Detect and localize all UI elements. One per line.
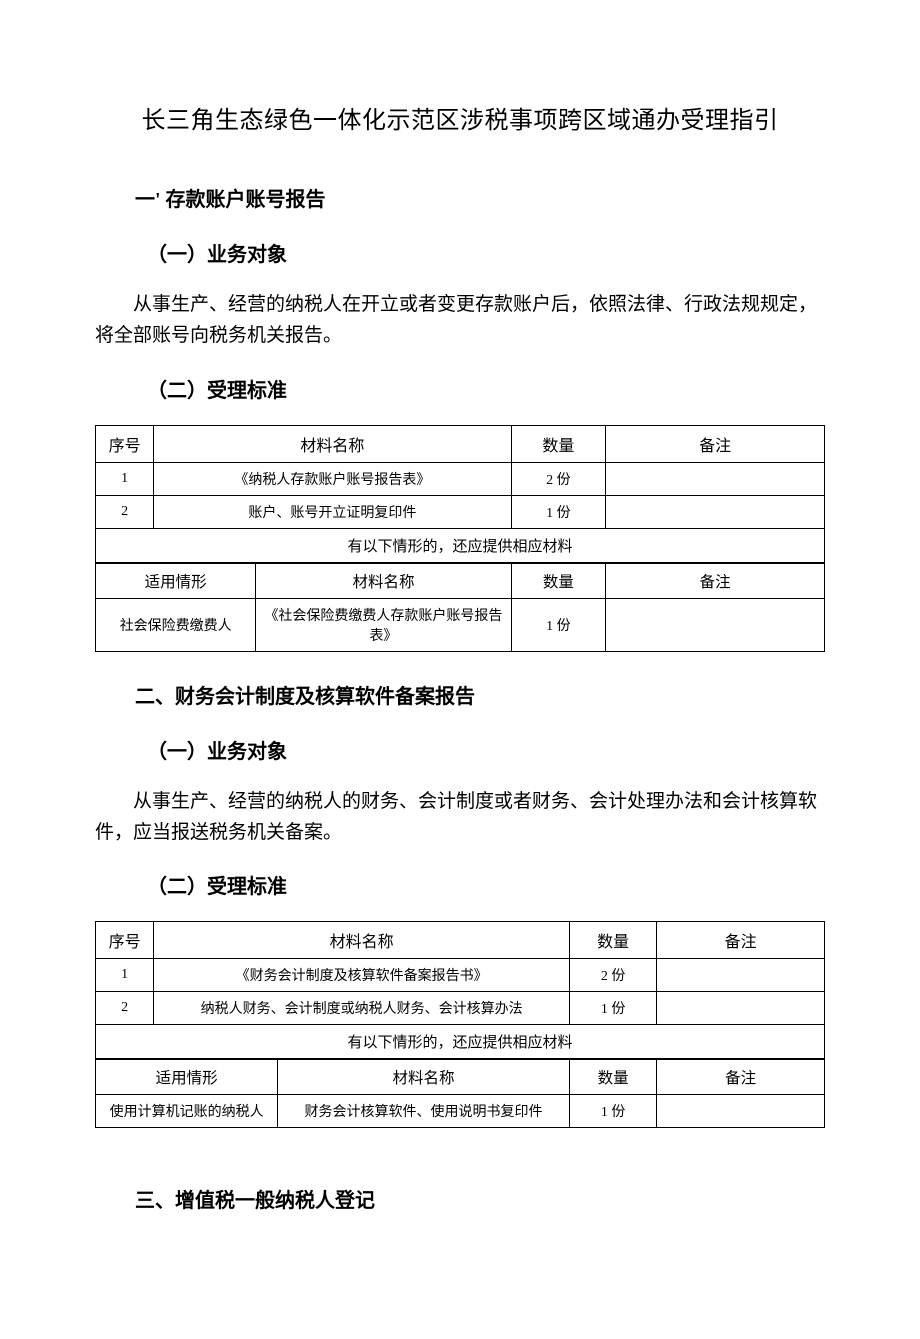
th-note: 备注 [606,563,825,598]
th-qty: 数量 [511,563,606,598]
th-material: 材料名称 [278,1060,570,1095]
table-row: 适用情形 材料名称 数量 备注 [96,563,825,598]
th-seq: 序号 [96,425,154,462]
section-1-heading: 一' 存款账户账号报告 [95,183,825,212]
section-1-1-text: 从事生产、经营的纳税人在开立或者变更存款账户后，依照法律、行政法规规定，将全部账… [95,289,825,352]
table-row: 有以下情形的，还应提供相应材料 [96,528,825,562]
table-row: 2 纳税人财务、会计制度或纳税人财务、会计核算办法 1 份 [96,992,825,1025]
cell-seq: 1 [96,959,154,992]
cell-qty: 1 份 [569,992,656,1025]
cell-material: 纳税人财务、会计制度或纳税人财务、会计核算办法 [154,992,570,1025]
th-note: 备注 [606,425,825,462]
section-2-heading: 二、财务会计制度及核算软件备案报告 [95,680,825,709]
section-2-1-heading: （一）业务对象 [95,735,825,764]
cell-seq: 2 [96,495,154,528]
th-material: 材料名称 [256,563,511,598]
th-material: 材料名称 [154,425,511,462]
document-page: 长三角生态绿色一体化示范区涉税事项跨区域通办受理指引 一' 存款账户账号报告 （… [0,0,920,1339]
cell-qty: 2 份 [511,462,606,495]
table-row: 有以下情形的，还应提供相应材料 [96,1025,825,1059]
cell-qty: 1 份 [511,598,606,651]
table-1b: 适用情形 材料名称 数量 备注 社会保险费缴费人 《社会保险费缴费人存款账户账号… [95,563,825,652]
table-row: 社会保险费缴费人 《社会保险费缴费人存款账户账号报告表》 1 份 [96,598,825,651]
table-1: 序号 材料名称 数量 备注 1 《纳税人存款账户账号报告表》 2 份 2 账户、… [95,425,825,563]
cell-case: 使用计算机记账的纳税人 [96,1095,278,1128]
th-note: 备注 [657,922,825,959]
cell-note [657,1095,825,1128]
section-1-2-heading: （二）受理标准 [95,374,825,403]
cell-note [657,992,825,1025]
th-qty: 数量 [569,922,656,959]
cell-note [606,598,825,651]
th-seq: 序号 [96,922,154,959]
table-2: 序号 材料名称 数量 备注 1 《财务会计制度及核算软件备案报告书》 2 份 2… [95,921,825,1059]
section-3-heading: 三、增值税一般纳税人登记 [95,1184,825,1213]
spacer [95,1156,825,1184]
cell-note [606,462,825,495]
table-row: 序号 材料名称 数量 备注 [96,922,825,959]
table-row: 使用计算机记账的纳税人 财务会计核算软件、使用说明书复印件 1 份 [96,1095,825,1128]
th-case: 适用情形 [96,1060,278,1095]
table-row: 适用情形 材料名称 数量 备注 [96,1060,825,1095]
table-2b: 适用情形 材料名称 数量 备注 使用计算机记账的纳税人 财务会计核算软件、使用说… [95,1059,825,1128]
cell-material: 《财务会计制度及核算软件备案报告书》 [154,959,570,992]
cond-text: 有以下情形的，还应提供相应材料 [96,528,825,562]
th-case: 适用情形 [96,563,256,598]
section-2-2-heading: （二）受理标准 [95,870,825,899]
table-row: 1 《财务会计制度及核算软件备案报告书》 2 份 [96,959,825,992]
table-row: 序号 材料名称 数量 备注 [96,425,825,462]
table-row: 2 账户、账号开立证明复印件 1 份 [96,495,825,528]
cell-seq: 1 [96,462,154,495]
cell-material: 《纳税人存款账户账号报告表》 [154,462,511,495]
cell-seq: 2 [96,992,154,1025]
document-title: 长三角生态绿色一体化示范区涉税事项跨区域通办受理指引 [95,100,825,135]
cell-note [657,959,825,992]
section-2-1-text: 从事生产、经营的纳税人的财务、会计制度或者财务、会计处理办法和会计核算软件，应当… [95,786,825,849]
table-row: 1 《纳税人存款账户账号报告表》 2 份 [96,462,825,495]
cell-note [606,495,825,528]
cell-qty: 2 份 [569,959,656,992]
section-1-1-heading: （一）业务对象 [95,238,825,267]
cell-material: 账户、账号开立证明复印件 [154,495,511,528]
cond-text: 有以下情形的，还应提供相应材料 [96,1025,825,1059]
cell-material: 财务会计核算软件、使用说明书复印件 [278,1095,570,1128]
th-qty: 数量 [511,425,606,462]
th-qty: 数量 [569,1060,656,1095]
cell-qty: 1 份 [511,495,606,528]
cell-material: 《社会保险费缴费人存款账户账号报告表》 [256,598,511,651]
cell-case: 社会保险费缴费人 [96,598,256,651]
th-material: 材料名称 [154,922,570,959]
cell-qty: 1 份 [569,1095,656,1128]
th-note: 备注 [657,1060,825,1095]
